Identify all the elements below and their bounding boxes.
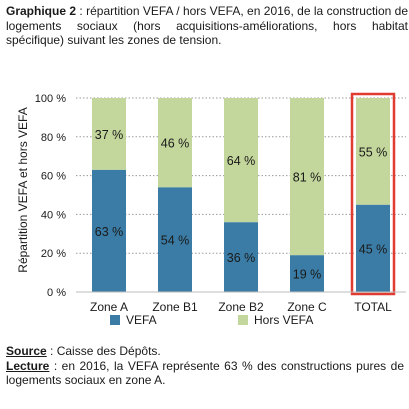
data-label: 46 % <box>161 137 190 151</box>
bar-segment <box>158 187 192 292</box>
data-label: 81 % <box>293 171 322 185</box>
notes: Source : Caisse des Dépôts. Lecture : en… <box>6 344 404 388</box>
legend-swatch <box>238 315 248 325</box>
y-tick-label: 60 % <box>41 171 66 183</box>
y-axis-label: Répartition VEFA et hors VEFA <box>16 107 30 272</box>
x-category-label: Zone C <box>287 300 327 314</box>
bar-segment <box>356 98 390 205</box>
source-label: Source <box>6 344 47 358</box>
y-tick-label: 80 % <box>41 132 66 144</box>
reading-label: Lecture <box>6 358 50 373</box>
bar-segment <box>92 98 126 170</box>
x-category-label: Zone B1 <box>152 300 198 314</box>
y-tick-label: 100 % <box>35 93 66 105</box>
y-tick-label: 0 % <box>47 287 66 299</box>
bar-segment <box>224 222 258 292</box>
data-label: 64 % <box>227 154 256 168</box>
bar-segment <box>92 169 126 292</box>
legend: VEFA Hors VEFA <box>110 313 313 327</box>
x-category-label: TOTAL <box>354 300 392 314</box>
x-category-label: Zone B2 <box>218 300 264 314</box>
bar-segment <box>290 255 324 292</box>
data-label: 37 % <box>95 128 124 142</box>
data-label: 36 % <box>227 251 256 265</box>
caption-text: : répartition VEFA / hors VEFA, en 2016,… <box>6 4 409 47</box>
y-tick-label: 40 % <box>41 209 66 221</box>
bar-segment <box>224 98 258 223</box>
reading-line: Lecture : en 2016, la VEFA représente 63… <box>6 359 404 388</box>
total-highlight-box <box>350 92 396 296</box>
caption-label: Graphique 2 <box>6 4 77 18</box>
bar-segment <box>158 98 192 188</box>
data-label: 54 % <box>161 234 190 248</box>
source-line: Source : Caisse des Dépôts. <box>6 344 404 359</box>
source-text: : Caisse des Dépôts. <box>46 344 161 358</box>
bar-segment <box>290 98 324 256</box>
data-label: 63 % <box>95 225 124 239</box>
y-tick-label: 20 % <box>41 248 66 260</box>
y-axis-ticks: 0 % 20 % 40 % 60 % 80 % 100 % <box>35 93 66 299</box>
stacked-bar-chart: 63 % 37 % 54 % 46 % 36 % 64 % 19 % 81 % 45 % 55 %… <box>16 92 406 327</box>
legend-label: Hors VEFA <box>254 313 313 327</box>
data-label: 19 % <box>293 268 322 282</box>
data-label: 45 % <box>359 242 388 256</box>
data-label: 55 % <box>359 145 388 159</box>
chart-caption: Graphique 2 : répartition VEFA / hors VE… <box>6 4 408 48</box>
legend-label: VEFA <box>126 313 157 327</box>
x-axis-categories: Zone A Zone B1 Zone B2 Zone C TOTAL <box>90 300 392 314</box>
bars-group: 63 % 37 % 54 % 46 % 36 % 64 % 19 % 81 % 45 % 55 % <box>92 92 396 296</box>
reading-text: : en 2016, la VEFA représente 63 % des c… <box>6 358 404 388</box>
bar-segment <box>356 204 390 292</box>
x-category-label: Zone A <box>90 300 128 314</box>
legend-swatch <box>110 315 120 325</box>
